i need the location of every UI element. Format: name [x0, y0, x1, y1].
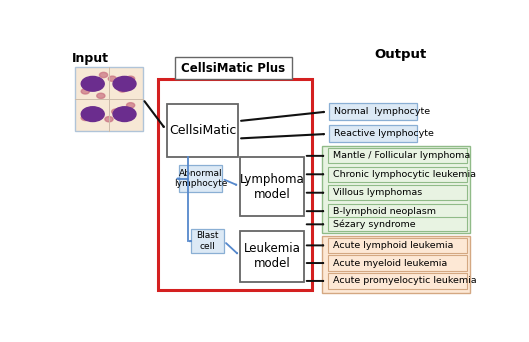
Circle shape [118, 87, 126, 92]
Circle shape [126, 103, 135, 108]
Circle shape [108, 76, 116, 81]
Bar [327, 238, 467, 253]
Text: Acute myeloid leukemia: Acute myeloid leukemia [333, 259, 447, 267]
Bar [75, 67, 143, 131]
Bar [240, 231, 304, 282]
Circle shape [99, 72, 108, 78]
Text: Leukemia
model: Leukemia model [244, 242, 300, 270]
Text: Reactive lymphocyte: Reactive lymphocyte [334, 129, 434, 139]
Text: Lymphoma
model: Lymphoma model [240, 172, 305, 200]
Text: Abnormal
lymphocyte: Abnormal lymphocyte [174, 169, 227, 188]
Text: B-lymphoid neoplasm: B-lymphoid neoplasm [333, 207, 436, 216]
Text: Villous lymphomas: Villous lymphomas [333, 188, 422, 197]
Bar [175, 57, 291, 79]
Bar [327, 185, 467, 200]
Text: Input: Input [72, 52, 109, 65]
Bar [327, 273, 467, 289]
Text: Acute lymphoid leukemia: Acute lymphoid leukemia [333, 241, 453, 250]
Text: Chronic lymphocytic leukemia: Chronic lymphocytic leukemia [333, 170, 476, 179]
Bar [327, 218, 467, 231]
Bar [327, 148, 467, 163]
Bar [327, 167, 467, 182]
Bar [329, 125, 417, 142]
Circle shape [81, 89, 89, 94]
Text: Blast
cell: Blast cell [196, 232, 219, 251]
Bar [179, 165, 222, 193]
Bar [329, 103, 417, 120]
Text: Acute promyelocytic leukemia: Acute promyelocytic leukemia [333, 276, 477, 286]
Bar [158, 79, 312, 290]
Text: Normal  lymphocyte: Normal lymphocyte [334, 107, 430, 116]
Circle shape [81, 76, 104, 91]
Bar [327, 255, 467, 271]
Bar [191, 229, 224, 253]
Bar [322, 146, 470, 233]
Circle shape [97, 93, 105, 98]
Circle shape [113, 76, 136, 91]
Bar [240, 157, 304, 216]
Bar [167, 104, 238, 157]
Circle shape [81, 107, 104, 121]
Text: CellsiMatic: CellsiMatic [169, 124, 236, 137]
Text: Output: Output [374, 48, 426, 61]
Text: Mantle / Follicular lymphoma: Mantle / Follicular lymphoma [333, 152, 470, 160]
Circle shape [105, 117, 113, 122]
Bar [322, 236, 470, 292]
Circle shape [81, 115, 89, 121]
Text: Sézary syndrome: Sézary syndrome [333, 220, 416, 229]
Text: CellsiMatic Plus: CellsiMatic Plus [181, 62, 285, 75]
Bar [327, 203, 467, 219]
Circle shape [113, 107, 136, 121]
Circle shape [112, 109, 120, 114]
Circle shape [126, 76, 135, 81]
